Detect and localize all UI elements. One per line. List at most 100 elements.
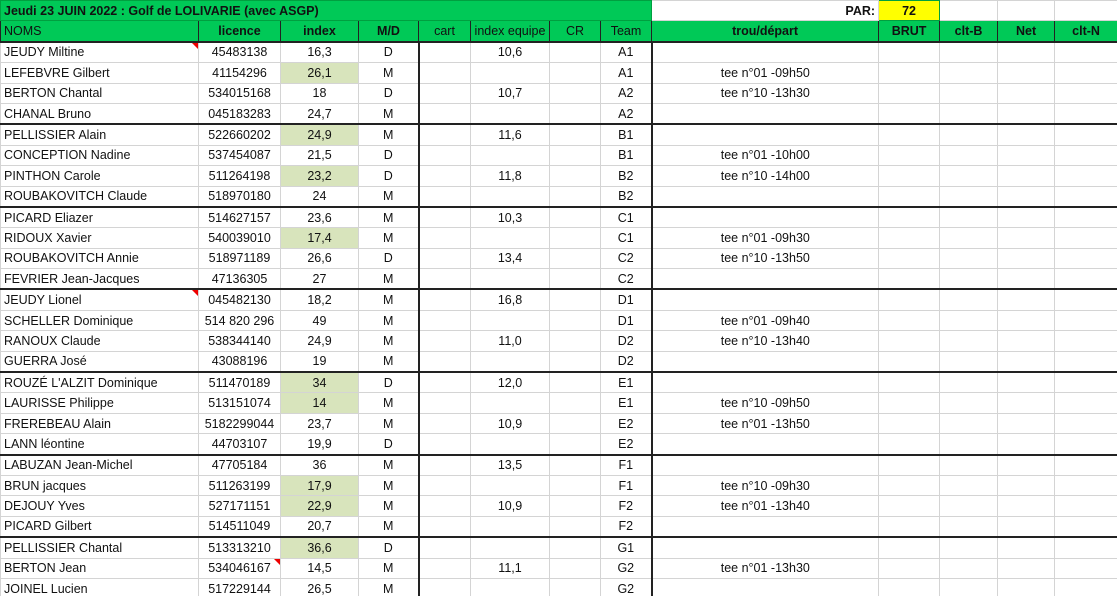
cell[interactable] [939,433,999,456]
cell-md[interactable]: M [358,557,419,579]
cell-nom[interactable]: LAURISSE Philippe [0,392,199,414]
cell[interactable] [417,536,471,559]
cell-md[interactable]: M [358,392,419,414]
cell-index[interactable]: 17,9 [280,474,359,497]
cell[interactable] [549,165,601,187]
cell-team[interactable]: F2 [599,515,653,538]
cell[interactable] [939,392,999,414]
cell[interactable] [997,62,1056,84]
cell-index[interactable]: 34 [280,371,359,394]
cell-team[interactable]: G2 [599,557,653,579]
cell-nom[interactable]: FEVRIER Jean-Jacques [0,268,199,290]
cell-depart[interactable] [650,102,880,125]
cell[interactable] [997,392,1056,414]
cell[interactable] [878,433,941,456]
cell-md[interactable]: M [358,102,419,125]
cell[interactable] [997,144,1056,167]
cell[interactable] [549,474,601,497]
cell[interactable] [878,453,941,476]
cell-team[interactable]: A2 [599,102,653,125]
cell-team[interactable]: A2 [599,82,653,104]
cell-team[interactable]: D2 [599,330,653,352]
cell[interactable] [1054,185,1117,208]
cell[interactable] [417,309,471,332]
header-7[interactable]: Team [599,20,653,43]
cell[interactable] [997,165,1056,187]
cell-md[interactable]: M [358,288,419,311]
cell[interactable] [549,185,601,208]
cell-md[interactable]: M [358,515,419,538]
cell[interactable] [997,330,1056,352]
cell[interactable] [878,227,941,249]
cell-team[interactable]: D2 [599,350,653,373]
cell[interactable] [1054,371,1117,394]
cell-ie[interactable] [470,102,550,125]
cell-depart[interactable]: tee n°01 -09h40 [650,309,880,332]
cell[interactable] [1054,102,1117,125]
cell-ie[interactable] [470,309,550,332]
cell-ie[interactable] [470,350,550,373]
cell-depart[interactable]: tee n°10 -13h50 [650,247,880,270]
cell[interactable] [549,144,601,167]
cell-md[interactable]: M [358,185,419,208]
cell[interactable] [997,227,1056,249]
cell[interactable] [1054,433,1117,456]
cell-ie[interactable]: 12,0 [470,371,550,394]
cell-nom[interactable]: PELLISSIER Alain [0,123,199,146]
header-11[interactable]: Net [997,20,1056,43]
cell-ie[interactable]: 13,4 [470,247,550,270]
cell-nom[interactable]: ROUZÉ L'ALZIT Dominique [0,371,199,394]
cell-depart[interactable] [650,268,880,290]
cell[interactable] [939,227,999,249]
cell-nom[interactable]: BERTON Chantal [0,82,199,104]
cell[interactable] [939,309,999,332]
cell-licence[interactable]: 47705184 [198,453,281,476]
cell[interactable] [997,474,1056,497]
cell[interactable] [878,185,941,208]
cell-md[interactable]: M [358,350,419,373]
cell[interactable] [1054,453,1117,476]
cell-depart[interactable]: tee n°01 -09h50 [650,62,880,84]
cell-md[interactable]: M [358,412,419,435]
cell-licence[interactable]: 527171151 [198,495,281,517]
cell[interactable] [878,350,941,373]
cell[interactable] [997,0,1056,22]
cell[interactable] [417,515,471,538]
cell[interactable] [939,412,999,435]
cell-index[interactable]: 24,7 [280,102,359,125]
cell-nom[interactable]: RIDOUX Xavier [0,227,199,249]
cell-licence[interactable]: 47136305 [198,268,281,290]
cell-nom[interactable]: LABUZAN Jean-Michel [0,453,199,476]
par-label[interactable]: PAR: [651,0,880,22]
cell-team[interactable]: E2 [599,433,653,456]
cell-depart[interactable] [650,123,880,146]
cell[interactable] [939,268,999,290]
cell[interactable] [549,309,601,332]
cell-nom[interactable]: LANN léontine [0,433,199,456]
cell-licence[interactable]: 511263199 [198,474,281,497]
cell-nom[interactable]: CONCEPTION Nadine [0,144,199,167]
cell-index[interactable]: 24,9 [280,123,359,146]
cell-team[interactable]: D1 [599,309,653,332]
cell[interactable] [549,288,601,311]
cell[interactable] [549,536,601,559]
cell-licence[interactable]: 513313210 [198,536,281,559]
cell[interactable] [997,577,1056,596]
cell[interactable] [878,165,941,187]
cell-depart[interactable] [650,41,880,64]
cell[interactable] [417,412,471,435]
cell-depart[interactable]: tee n°01 -09h30 [650,227,880,249]
cell-nom[interactable]: SCHELLER Dominique [0,309,199,332]
cell-md[interactable]: M [358,123,419,146]
cell-licence[interactable]: 537454087 [198,144,281,167]
cell[interactable] [417,144,471,167]
cell[interactable] [1054,227,1117,249]
cell[interactable] [417,205,471,229]
cell-depart[interactable]: tee n°10 -13h30 [650,82,880,104]
cell-depart[interactable]: tee n°10 -09h50 [650,392,880,414]
cell-md[interactable]: D [358,247,419,270]
cell-licence[interactable]: 43088196 [198,350,281,373]
cell[interactable] [878,288,941,311]
cell-team[interactable]: F1 [599,453,653,476]
cell-team[interactable]: C1 [599,227,653,249]
